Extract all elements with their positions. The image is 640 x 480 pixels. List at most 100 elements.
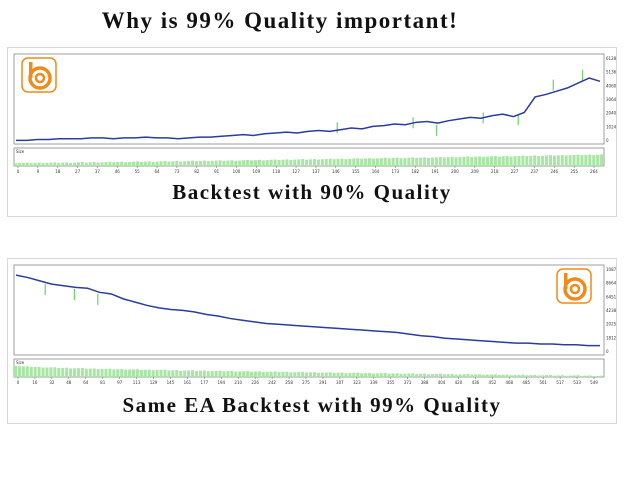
x-tick-label: 200 <box>451 169 459 174</box>
x-tick-label: 91 <box>214 169 220 174</box>
volume-bar <box>529 155 533 166</box>
volume-bar <box>261 372 265 377</box>
x-tick-label: 82 <box>194 169 200 174</box>
volume-bar <box>450 156 454 166</box>
logo-stem <box>564 273 568 289</box>
volume-bar <box>596 375 600 377</box>
x-tick-label: 118 <box>272 169 280 174</box>
volume-bar <box>537 156 541 166</box>
volume-bar <box>364 373 368 377</box>
volume-bar <box>257 159 261 166</box>
volume-bar <box>470 374 474 377</box>
backtest-90-caption: Backtest with 90% Quality <box>172 180 452 204</box>
volume-bar <box>466 156 470 166</box>
volume-bar <box>234 160 238 166</box>
volume-bar <box>446 157 450 166</box>
volume-bar <box>588 154 592 166</box>
volume-bar <box>301 159 305 166</box>
volume-bar <box>545 155 549 166</box>
volume-bar <box>14 365 18 377</box>
volume-bar <box>151 370 155 377</box>
volume-bar <box>419 157 423 166</box>
logo-inner-ring <box>34 72 46 84</box>
volume-bar <box>486 156 490 166</box>
y-tick-label: 1812 <box>606 335 616 340</box>
volume-bar <box>525 375 529 377</box>
volume-bar <box>501 156 505 166</box>
volume-bar <box>371 373 375 377</box>
volume-label: Size <box>16 360 25 365</box>
volume-label: Size <box>16 149 25 154</box>
volume-bar <box>250 371 254 377</box>
volume-bar <box>328 158 332 166</box>
volume-bar <box>214 160 218 166</box>
volume-bar <box>155 161 159 166</box>
x-tick-label: 468 <box>505 380 513 385</box>
volume-bar <box>301 371 305 377</box>
balance-line <box>15 274 600 347</box>
volume-bar <box>198 370 202 377</box>
volume-bar <box>242 371 246 377</box>
volume-bar <box>560 375 564 377</box>
volume-bar <box>84 162 88 166</box>
volume-bar <box>116 161 120 166</box>
volume-bar <box>41 163 45 166</box>
volume-bar <box>600 375 604 377</box>
volume-bar <box>572 375 576 377</box>
x-tick-label: 9 <box>37 169 40 174</box>
volume-bar <box>395 157 399 166</box>
volume-bar <box>88 368 92 377</box>
volume-bar <box>29 367 33 377</box>
volume-bar <box>230 370 234 377</box>
volume-bar <box>478 374 482 377</box>
volume-bar <box>88 162 92 166</box>
volume-bar <box>548 155 552 166</box>
volume-bar <box>305 159 309 166</box>
volume-bar <box>96 162 100 166</box>
volume-bar <box>596 154 600 166</box>
x-tick-label: 27 <box>75 169 81 174</box>
x-tick-label: 155 <box>352 169 360 174</box>
volume-bar <box>163 161 167 166</box>
volume-bar <box>430 374 434 377</box>
volume-bar <box>312 372 316 377</box>
volume-bar <box>450 373 454 377</box>
volume-bar <box>466 373 470 377</box>
x-tick-label: 113 <box>133 380 141 385</box>
x-tick-label: 55 <box>135 169 141 174</box>
volume-bar <box>580 155 584 166</box>
x-tick-label: 127 <box>292 169 300 174</box>
volume-bar <box>194 161 198 166</box>
volume-bar <box>253 371 257 377</box>
volume-bar <box>202 370 206 377</box>
x-tick-label: 73 <box>174 169 180 174</box>
volume-bar <box>143 161 147 166</box>
x-tick-label: 533 <box>573 380 581 385</box>
volume-bar <box>17 366 21 377</box>
x-tick-label: 194 <box>217 380 225 385</box>
volume-bar <box>454 157 458 166</box>
y-tick-label: 1024500 <box>606 124 616 129</box>
backtest-90-chart: 6128004 5136879 4060328 3064452 2040388 10245… <box>13 53 616 174</box>
volume-bar <box>427 374 431 377</box>
volume-bar <box>600 154 604 166</box>
volume-bar <box>277 160 281 166</box>
volume-bar <box>493 374 497 377</box>
volume-bar <box>438 373 442 377</box>
volume-bar <box>167 161 171 166</box>
volume-bar <box>167 370 171 377</box>
volume-bar <box>332 159 336 166</box>
volume-bar <box>423 157 427 166</box>
volume-bar <box>434 373 438 377</box>
volume-bar <box>226 160 230 166</box>
y-tick-label: 3064452 <box>606 97 616 102</box>
volume-bar <box>120 369 124 377</box>
volume-bar <box>584 375 588 377</box>
volume-bar <box>517 155 521 166</box>
y-tick-label: 6451 <box>606 294 616 299</box>
volume-bar <box>368 372 372 377</box>
volume-bar <box>588 375 592 377</box>
volume-bar <box>548 374 552 377</box>
volume-bar <box>273 159 277 166</box>
x-tick-label: 323 <box>353 380 361 385</box>
